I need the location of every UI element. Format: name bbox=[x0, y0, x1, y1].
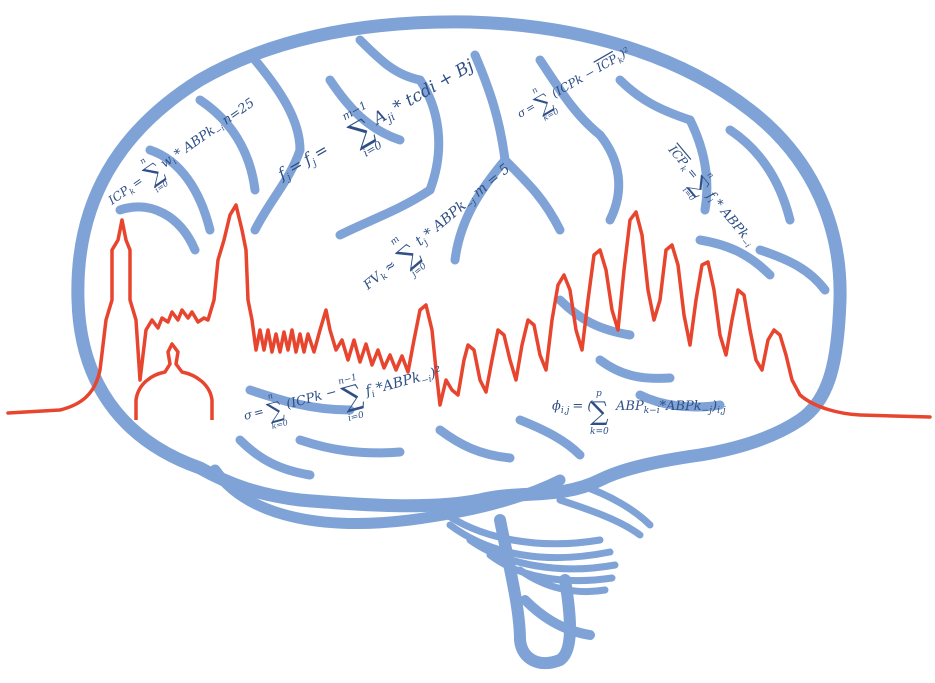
castle-arch bbox=[134, 342, 214, 420]
svg-text:n: n bbox=[530, 85, 539, 95]
equation-sigma-residual: σ= ∑ n k=0 (ICPk − ∑ n−1 i=0 fi*ABPk−i)² bbox=[242, 364, 444, 431]
svg-text:FVk≈: FVk≈ bbox=[360, 257, 401, 295]
svg-text:n: n bbox=[138, 156, 147, 166]
brain-outline bbox=[71, 15, 847, 670]
svg-text:ABPk−i*ABPk−j)i,j: ABPk−i*ABPk−j)i,j bbox=[615, 399, 726, 416]
icp-waveform bbox=[6, 203, 932, 419]
svg-text:n: n bbox=[705, 170, 715, 180]
svg-text:n: n bbox=[267, 391, 274, 401]
equation-phi-correlation: ϕi,j = ( ∑ p k=0 ABPk−i*ABPk−j)i,j bbox=[552, 389, 726, 437]
svg-text:∑: ∑ bbox=[590, 397, 609, 427]
svg-text:k=0: k=0 bbox=[271, 418, 289, 431]
svg-text:n−1: n−1 bbox=[337, 373, 358, 388]
cerebellum bbox=[436, 481, 654, 596]
svg-text:∑: ∑ bbox=[265, 397, 287, 425]
svg-text:fi*ABPk−i)²: fi*ABPk−i)² bbox=[363, 364, 444, 402]
svg-text:p: p bbox=[596, 389, 602, 399]
svg-text:k=0: k=0 bbox=[590, 427, 609, 437]
svg-text:ϕi,j= (: ϕi,j = ( bbox=[552, 399, 593, 416]
svg-text:ICPk=: ICPk= bbox=[664, 142, 702, 183]
svg-text:(ICPk − ICPk)²: (ICPk − ICPk)² bbox=[549, 44, 633, 102]
brain-folds bbox=[115, 35, 830, 480]
svg-text:i=0: i=0 bbox=[347, 410, 365, 424]
svg-text:σ=: σ= bbox=[242, 404, 265, 423]
